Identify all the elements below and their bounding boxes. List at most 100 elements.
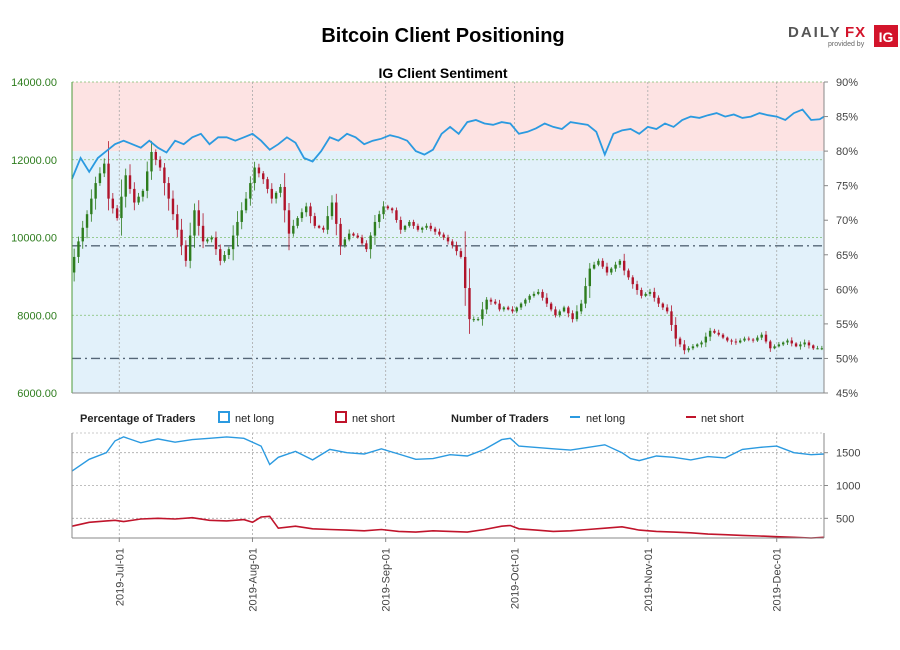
candle-body xyxy=(498,303,501,310)
candle-body xyxy=(382,206,385,215)
count-tick-label: 1500 xyxy=(836,448,860,460)
x-tick-label: 2019-Aug-01 xyxy=(247,548,259,612)
candle-body xyxy=(812,345,815,349)
candle-body xyxy=(739,340,742,343)
candle-body xyxy=(98,173,102,184)
candle-body xyxy=(197,210,200,226)
candle-body xyxy=(678,338,682,345)
candle-body xyxy=(115,208,119,219)
candle-body xyxy=(412,221,415,226)
candle-body xyxy=(661,303,665,308)
candle-body xyxy=(713,330,716,333)
candle-body xyxy=(180,229,183,246)
candle-body xyxy=(317,225,321,228)
candle-body xyxy=(313,216,316,226)
percent-tick-label: 80% xyxy=(836,146,858,158)
percent-tick-label: 75% xyxy=(836,181,858,193)
price-tick-label: 12000.00 xyxy=(11,155,57,167)
candle-body xyxy=(463,256,467,289)
candle-body xyxy=(210,237,213,240)
candle-body xyxy=(287,210,291,234)
candle-body xyxy=(747,338,750,340)
net-short-zone xyxy=(72,82,824,152)
candle-body xyxy=(683,344,686,351)
candle-body xyxy=(339,223,342,246)
candle-body xyxy=(704,336,708,343)
brand-daily: DAILY xyxy=(788,24,842,41)
candle-body xyxy=(94,183,97,199)
candle-body xyxy=(446,237,450,242)
candle-body xyxy=(150,151,153,172)
legend-pct-long-swatch xyxy=(218,411,230,423)
candle-body xyxy=(580,303,583,312)
candle-body xyxy=(756,337,759,341)
candle-body xyxy=(429,225,433,229)
candle-body xyxy=(296,218,299,226)
x-tick-label: 2019-Oct-01 xyxy=(510,548,522,609)
candle-body xyxy=(188,235,192,261)
price-tick-label: 10000.00 xyxy=(11,233,57,245)
legend: Percentage of Traders net long net short… xyxy=(80,411,744,425)
candle-body xyxy=(558,311,561,316)
candle-body xyxy=(485,299,488,310)
candle-body xyxy=(403,225,407,230)
candle-body xyxy=(554,309,557,316)
candle-body xyxy=(820,348,824,350)
lower-grid xyxy=(72,432,824,538)
candle-body xyxy=(240,210,243,222)
candle-body xyxy=(416,225,420,230)
lower-axes: 1500 1000 500 xyxy=(71,433,860,539)
candle-body xyxy=(373,221,377,236)
candle-body xyxy=(786,340,789,343)
candle-body xyxy=(588,268,592,287)
candle-body xyxy=(640,289,643,296)
candle-body xyxy=(584,286,587,304)
candle-body xyxy=(760,334,763,338)
candle-body xyxy=(81,227,84,242)
legend-num-long: net long xyxy=(586,413,625,425)
candle-body xyxy=(193,210,196,236)
candle-body xyxy=(201,225,205,242)
candle-body xyxy=(653,291,656,298)
ig-badge xyxy=(874,25,898,47)
candle-body xyxy=(442,234,445,238)
candle-body xyxy=(696,344,699,347)
candle-body xyxy=(730,340,733,342)
candle-body xyxy=(128,175,132,189)
candle-body xyxy=(249,183,252,199)
candle-body xyxy=(154,151,157,160)
candle-body xyxy=(206,239,209,242)
candle-body xyxy=(481,309,484,320)
candle-body xyxy=(378,214,381,222)
percent-tick-label: 90% xyxy=(836,77,858,89)
candle-body xyxy=(708,330,712,337)
legend-pct-short: net short xyxy=(352,413,395,425)
candle-body xyxy=(545,297,549,304)
candle-body xyxy=(799,344,802,347)
candle-body xyxy=(511,309,514,312)
candle-body xyxy=(807,342,811,346)
candle-body xyxy=(455,245,458,252)
candle-body xyxy=(657,297,660,304)
candle-body xyxy=(141,190,145,197)
candle-body xyxy=(665,307,669,312)
candle-body xyxy=(614,264,617,269)
trader-count-series xyxy=(71,436,825,539)
candle-body xyxy=(549,303,553,310)
percent-tick-label: 50% xyxy=(836,353,858,365)
candle-body xyxy=(103,163,106,174)
percent-tick-label: 85% xyxy=(836,112,858,124)
candle-body xyxy=(597,260,600,265)
candle-body xyxy=(562,307,566,312)
percent-tick-label: 45% xyxy=(836,388,858,400)
candle-body xyxy=(283,186,286,211)
candle-body xyxy=(674,324,677,339)
legend-num-short: net short xyxy=(701,413,744,425)
candle-body xyxy=(717,332,720,335)
candle-body xyxy=(670,311,673,325)
candle-body xyxy=(721,334,725,338)
candle-body xyxy=(408,221,411,226)
x-tick-label: 2019-Sep-01 xyxy=(381,548,393,612)
candle-body xyxy=(399,220,402,230)
